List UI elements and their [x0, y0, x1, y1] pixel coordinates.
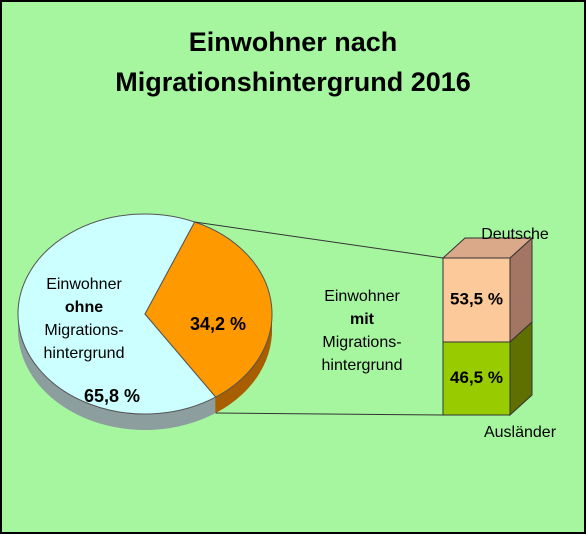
pie-slice	[17, 213, 217, 415]
pie-value-label: 34,2 %	[190, 314, 246, 334]
chart-title: Einwohner nach	[189, 27, 398, 57]
connector-line	[194, 221, 444, 259]
category-label: mit	[350, 311, 375, 328]
bar-segment	[442, 341, 511, 416]
bar-category-label: Ausländer	[484, 424, 557, 441]
bar-value-label: 53,5 %	[450, 289, 503, 308]
chart-title: Migrationshintergrund 2016	[115, 67, 471, 97]
category-label: Einwohner	[46, 276, 122, 293]
category-label: Einwohner	[324, 288, 400, 305]
bar-category-label: Deutsche	[481, 226, 549, 243]
category-label: Migrations-	[44, 322, 123, 339]
connector-line	[215, 412, 444, 416]
category-label: hintergrund	[322, 357, 403, 374]
bar-segment	[442, 257, 511, 343]
category-label: Migrations-	[322, 334, 401, 351]
category-label: hintergrund	[44, 345, 125, 362]
category-label: ohne	[65, 299, 103, 316]
pie-slice	[144, 221, 273, 398]
bar-value-label: 46,5 %	[450, 368, 503, 387]
pie-value-label: 65,8 %	[84, 386, 140, 406]
